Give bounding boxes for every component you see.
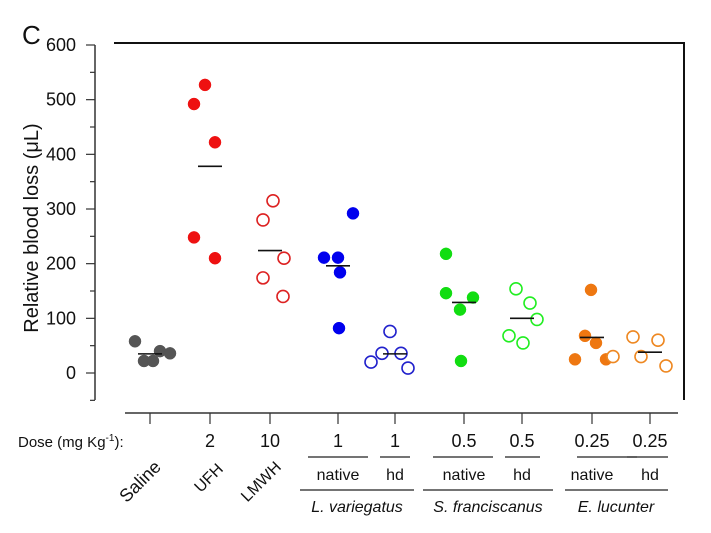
sub-group-label: hd bbox=[386, 467, 404, 484]
data-point bbox=[568, 353, 582, 366]
data-point bbox=[523, 296, 537, 310]
data-point bbox=[331, 251, 345, 264]
data-point bbox=[333, 266, 347, 279]
dose-value: 0.25 bbox=[632, 431, 667, 451]
data-point bbox=[146, 354, 160, 368]
data-point bbox=[163, 347, 177, 360]
data-point bbox=[128, 335, 142, 348]
y-tick-label: 500 bbox=[46, 90, 76, 110]
sub-group-label: hd bbox=[513, 467, 531, 484]
data-point bbox=[317, 251, 331, 264]
species-labels: L. variegatus S. franciscanus E. lucunter bbox=[300, 489, 668, 516]
species-label: E. lucunter bbox=[578, 499, 655, 516]
y-tick-label: 300 bbox=[46, 199, 76, 219]
y-ticks: 0 100 200 300 400 500 600 bbox=[46, 35, 95, 401]
data-point bbox=[266, 194, 280, 208]
data-point bbox=[277, 251, 291, 266]
data-point bbox=[466, 291, 480, 304]
dose-value: 1 bbox=[333, 431, 343, 451]
dose-values: 2 10 1 1 0.5 0.5 0.25 0.25 bbox=[205, 431, 668, 451]
y-tick-label: 400 bbox=[46, 144, 76, 164]
dose-label: Dose (mg Kg-1): bbox=[18, 433, 124, 451]
y-tick-label: 100 bbox=[46, 308, 76, 328]
dose-value: 10 bbox=[260, 431, 280, 451]
data-point bbox=[256, 271, 270, 285]
group-label: UFH bbox=[192, 461, 227, 496]
group-label: Saline bbox=[115, 457, 165, 507]
y-axis-label: Relative blood loss (μL) bbox=[21, 123, 43, 332]
data-point bbox=[364, 355, 378, 369]
sub-group-label: native bbox=[443, 467, 486, 484]
data-point bbox=[276, 289, 290, 304]
group-label: LMWH bbox=[238, 459, 285, 506]
data-point bbox=[198, 78, 212, 92]
data-point bbox=[187, 231, 201, 244]
data-point bbox=[606, 349, 620, 364]
data-point bbox=[578, 329, 592, 343]
dose-value: 0.5 bbox=[451, 431, 476, 451]
panel-label: C bbox=[22, 20, 41, 50]
data-point bbox=[208, 251, 222, 265]
data-point bbox=[453, 303, 467, 316]
sub-group-label: native bbox=[317, 467, 360, 484]
mean-lines bbox=[138, 165, 662, 355]
sub-group-label: hd bbox=[641, 467, 659, 484]
data-point bbox=[383, 324, 397, 339]
y-tick-label: 0 bbox=[66, 363, 76, 383]
y-tick-label: 200 bbox=[46, 254, 76, 274]
species-label: S. franciscanus bbox=[433, 499, 542, 516]
data-point bbox=[502, 329, 516, 343]
data-point bbox=[584, 283, 598, 297]
group-labels: Saline UFH LMWH bbox=[115, 457, 285, 507]
sub-group-labels: native hd native hd native hd bbox=[308, 456, 668, 484]
dose-value: 1 bbox=[390, 431, 400, 451]
data-point bbox=[332, 321, 346, 335]
data-point bbox=[626, 330, 640, 344]
data-point bbox=[516, 336, 530, 350]
data-point bbox=[634, 349, 648, 364]
data-point bbox=[256, 213, 270, 227]
data-point bbox=[187, 97, 201, 111]
data-point bbox=[589, 336, 603, 350]
y-tick-label: 600 bbox=[46, 35, 76, 55]
data-point bbox=[439, 286, 453, 300]
x-ticks bbox=[149, 413, 651, 424]
data-point bbox=[346, 207, 360, 220]
species-label: L. variegatus bbox=[311, 499, 403, 516]
data-point bbox=[509, 282, 523, 296]
dose-value: 0.25 bbox=[574, 431, 609, 451]
dose-value: 0.5 bbox=[509, 431, 534, 451]
sub-group-label: native bbox=[571, 467, 614, 484]
data-point bbox=[439, 247, 453, 261]
data-point bbox=[454, 354, 468, 368]
dose-value: 2 bbox=[205, 431, 215, 451]
data-point bbox=[651, 333, 665, 348]
data-point bbox=[208, 136, 222, 149]
data-point bbox=[659, 359, 673, 373]
data-point bbox=[401, 361, 415, 375]
data-points bbox=[128, 78, 673, 375]
data-point bbox=[530, 312, 544, 327]
